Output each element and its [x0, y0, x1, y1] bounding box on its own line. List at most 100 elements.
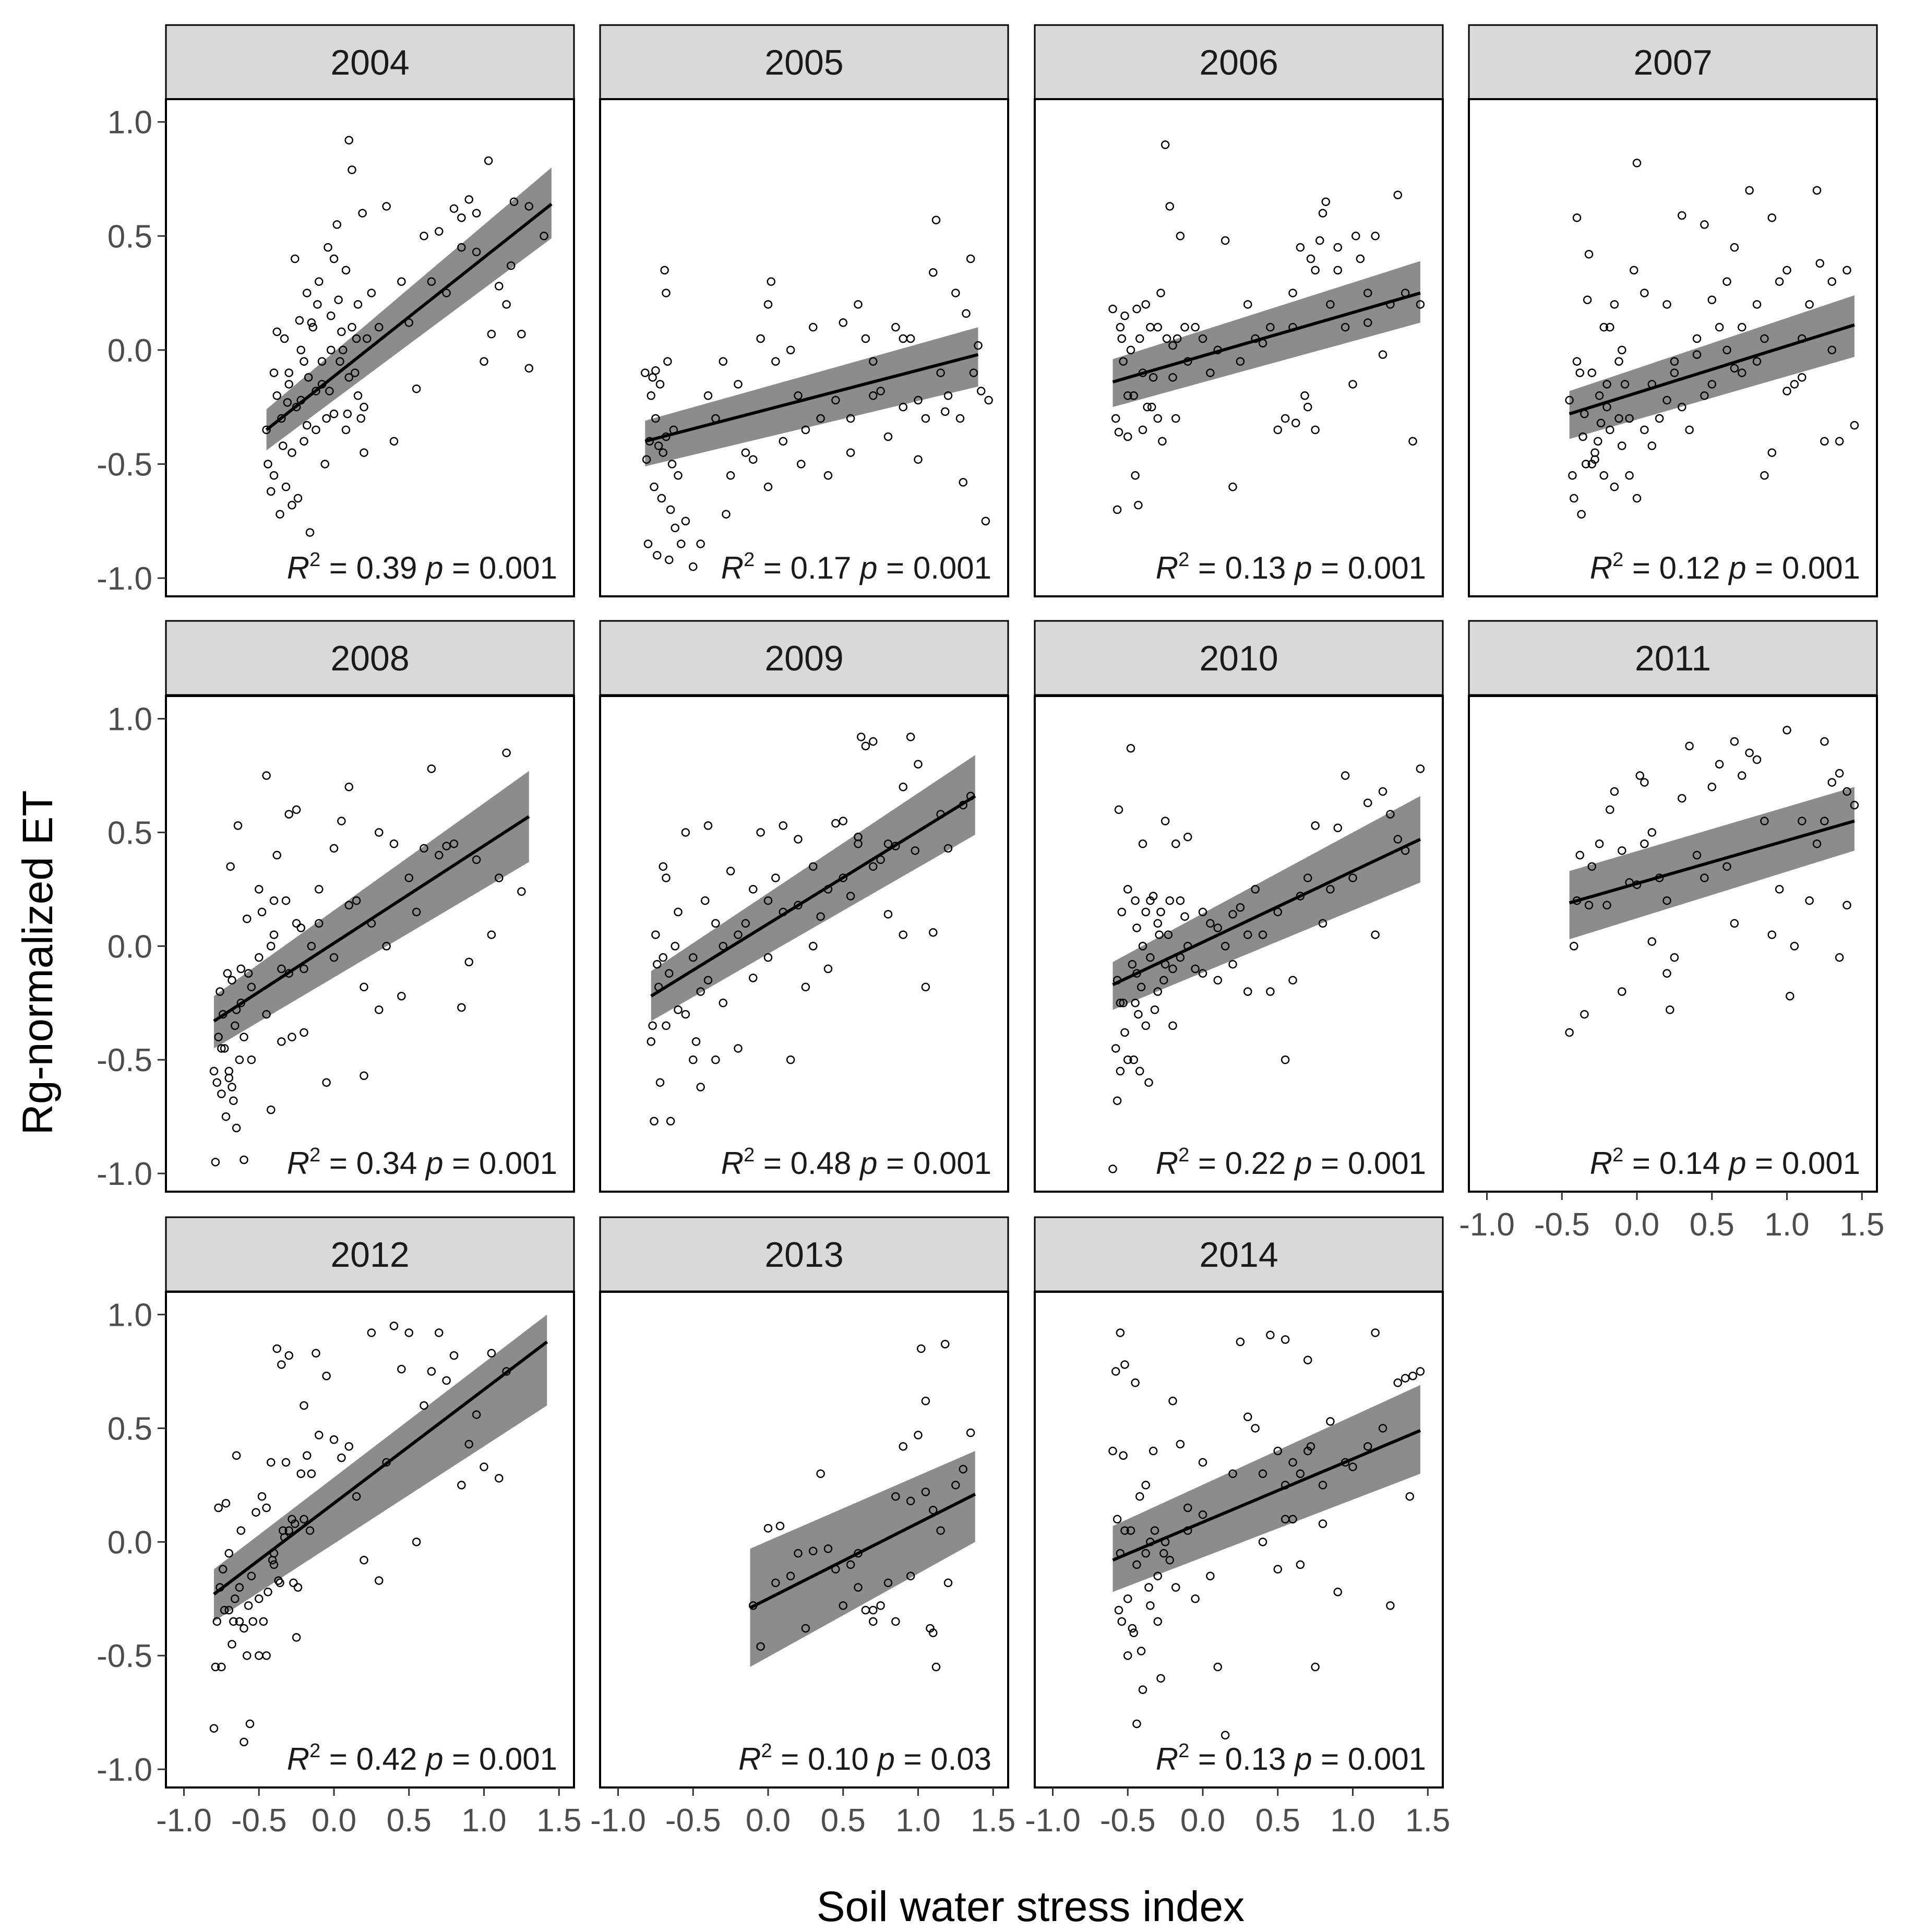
regression-line-2009 — [650, 795, 976, 998]
data-point — [223, 969, 232, 978]
data-point — [1123, 1651, 1132, 1660]
data-point — [1363, 318, 1372, 327]
data-point — [1153, 987, 1162, 996]
data-point — [1835, 769, 1844, 778]
data-point — [341, 425, 351, 435]
x-tick-label: -0.5 — [1100, 1803, 1156, 1839]
data-point — [891, 1492, 900, 1501]
data-point — [1632, 159, 1642, 167]
regression-line-2011 — [1569, 819, 1855, 905]
data-point — [869, 357, 878, 366]
data-point — [308, 322, 317, 332]
data-point — [307, 1469, 316, 1478]
data-point — [1266, 987, 1275, 996]
data-point — [1150, 1005, 1159, 1014]
data-point — [1647, 937, 1656, 946]
data-point — [1135, 1066, 1144, 1076]
data-point — [1416, 764, 1425, 773]
data-point — [277, 1037, 286, 1046]
data-point — [1137, 982, 1146, 992]
data-point — [660, 266, 669, 275]
x-tick-label: -0.5 — [665, 1803, 721, 1839]
data-point — [931, 215, 941, 224]
data-point — [1606, 805, 1614, 814]
data-point — [650, 482, 659, 491]
data-point — [1348, 380, 1357, 389]
x-tick-label: -1.0 — [590, 1803, 646, 1839]
data-point — [420, 844, 428, 853]
data-point — [1236, 357, 1245, 366]
data-point — [1128, 959, 1137, 969]
data-point — [647, 391, 655, 400]
data-point — [457, 1481, 466, 1490]
data-point — [959, 1465, 967, 1474]
data-point — [1108, 1446, 1117, 1456]
data-point — [524, 364, 533, 373]
data-point — [495, 282, 504, 291]
data-point — [1117, 907, 1126, 917]
data-point — [816, 1469, 825, 1478]
data-point — [351, 368, 360, 377]
data-point — [921, 414, 930, 423]
data-point — [247, 1571, 256, 1580]
data-point — [337, 817, 346, 825]
x-tick-label: 0.0 — [746, 1803, 791, 1839]
points-2011 — [1565, 726, 1859, 1037]
data-point — [1599, 322, 1608, 332]
x-tick-label: 0.5 — [1690, 1207, 1734, 1243]
data-point — [212, 1078, 221, 1087]
data-point — [1738, 771, 1746, 780]
data-point — [662, 1021, 671, 1030]
data-point — [1614, 357, 1623, 366]
data-point — [1134, 500, 1143, 510]
stats-annotation-2005: R2 = 0.17 p = 0.001 — [721, 549, 991, 585]
y-tick-label: -1.0 — [97, 1752, 152, 1788]
confidence-band-2013 — [750, 1451, 975, 1667]
data-point — [229, 1617, 238, 1626]
data-point — [1228, 1469, 1237, 1478]
data-point — [1587, 368, 1596, 377]
data-point — [1114, 427, 1123, 437]
data-point — [1416, 1367, 1425, 1376]
data-point — [756, 334, 765, 343]
stats-annotation-2008: R2 = 0.34 p = 0.001 — [287, 1144, 557, 1181]
data-point — [1572, 213, 1582, 222]
data-point — [269, 930, 279, 939]
regression-line-2004 — [265, 202, 553, 431]
data-point — [1162, 334, 1171, 343]
data-point — [1146, 953, 1155, 962]
data-point — [749, 885, 758, 894]
data-point — [1228, 482, 1237, 491]
data-point — [1131, 471, 1140, 480]
panel-frame-2006 — [1034, 98, 1444, 597]
data-point — [325, 387, 334, 395]
data-point — [1595, 839, 1604, 848]
data-point — [779, 437, 787, 446]
data-point — [293, 1583, 303, 1592]
data-point — [816, 912, 825, 921]
data-point — [1123, 1594, 1132, 1603]
data-point — [268, 1555, 277, 1565]
data-point — [1146, 1601, 1155, 1610]
data-point — [1351, 232, 1360, 241]
data-point — [267, 942, 276, 951]
data-point — [329, 953, 339, 962]
data-point — [899, 1442, 907, 1451]
data-point — [248, 1617, 257, 1626]
data-point — [231, 1021, 240, 1030]
data-point — [457, 1003, 466, 1012]
data-point — [1692, 850, 1702, 860]
data-point — [296, 1469, 305, 1478]
data-point — [1584, 901, 1594, 910]
data-point — [831, 395, 840, 405]
data-point — [1149, 373, 1158, 382]
data-point — [1738, 322, 1746, 332]
data-point — [681, 517, 690, 525]
data-point — [823, 1544, 833, 1553]
data-point — [1153, 1617, 1162, 1626]
data-point — [914, 1431, 923, 1439]
panel-2006: 2006 R2 = 0.13 p = 0.001 — [1034, 24, 1444, 597]
data-point — [1266, 322, 1275, 332]
data-point — [869, 1605, 878, 1615]
data-point — [1120, 1028, 1129, 1037]
